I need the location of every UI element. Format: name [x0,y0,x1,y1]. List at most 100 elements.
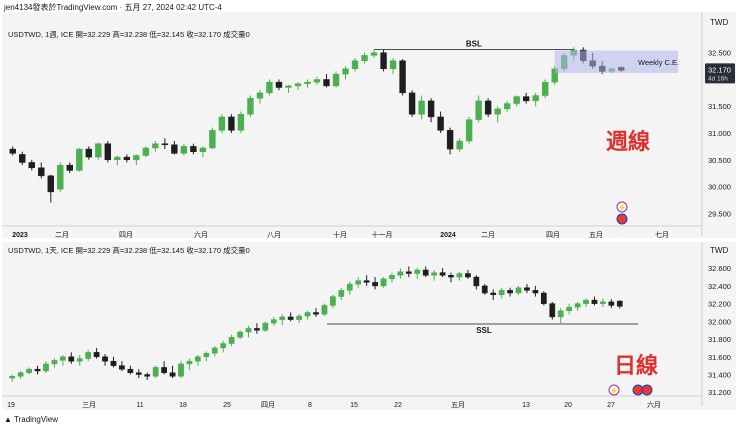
candle-body [465,119,473,142]
weekly-unit: TWD [710,18,729,27]
candle-body [498,290,505,296]
x-tick-label: 四月 [546,231,560,238]
x-tick-label: 19 [7,402,15,409]
candle-body [254,328,260,331]
candle-body [591,299,598,304]
bsl-label: BSL [466,39,482,48]
candle-body [427,100,435,118]
candle-body [57,164,64,190]
candle-body [380,278,387,287]
candle-body [228,337,235,344]
candle-body [557,310,564,318]
candle-body [127,368,134,373]
candle-body [524,287,530,291]
y-tick-label: 31.000 [708,129,731,138]
x-tick-label: 15 [350,402,358,409]
x-tick-label: 18 [179,402,187,409]
tradingview-text: TradingView [14,415,59,424]
lightning-glyph: ⚡ [618,203,627,212]
candle-body [313,79,321,83]
candle-body [85,352,92,359]
weekly-ce-box [554,50,678,74]
candle-body [180,146,188,154]
y-tick-label: 31.500 [708,102,731,111]
y-tick-label: 32.600 [708,264,731,273]
candle-body [490,292,497,296]
x-tick-label: 13 [522,402,530,409]
daily-panel[interactable]: 32.600 32.400 32.200 32.000 31.800 31.600 31.4… [2,242,736,410]
daily-unit: TWD [710,246,729,255]
candle-body [228,116,235,131]
candle-body [616,300,623,307]
candle-body [370,52,378,56]
candle-body [102,356,108,362]
candle-body [566,306,573,311]
y-tick-label: 31.800 [708,335,731,344]
x-tick-label: 二月 [481,231,495,238]
candle-body [397,271,404,276]
candle-body [245,328,252,333]
us-flag-event-icon [641,384,653,396]
candle-body [332,73,340,87]
x-tick-label: 20 [564,402,572,409]
candle-body [142,147,150,156]
candle-body [532,290,539,294]
candle-body [473,276,480,287]
weekly-info: USDTWD, 1週, ICE 開=32.229 高=32.238 低=32.1… [8,30,250,39]
x-tick-label: 27 [607,402,615,409]
daily-chart[interactable]: 32.600 32.400 32.200 32.000 31.800 31.600 31.4… [2,242,736,410]
y-tick-label: 29.500 [708,209,731,218]
candle-body [422,269,429,276]
y-tick-label: 32.500 [708,49,731,58]
candle-body [171,144,178,154]
weekly-panel[interactable]: 32.50032.00031.50031.00030.50030.00029.5… [2,12,736,238]
candle-body [66,164,73,171]
candle-body [437,116,444,131]
candle-body [178,363,184,377]
candle-body [28,162,35,169]
candle-body [220,343,227,349]
candle-body [19,154,26,163]
candle-body [85,148,93,158]
lightning-event-icon [608,384,620,396]
candle-body [114,156,121,161]
y-tick-label: 30.000 [708,183,731,192]
candle-body [465,273,471,278]
y-tick-label: 31.200 [708,388,731,397]
candle-body [110,360,117,366]
candle-body [203,352,210,358]
candle-body [446,130,454,150]
candle-body [600,301,606,304]
candle-body [17,372,24,377]
candle-body [59,356,66,361]
x-tick-label: 六月 [647,400,661,409]
chart-header: jen4134發表於TradingView.com · 五月 27, 2024 … [4,3,222,12]
candle-body [532,95,539,102]
candle-body [583,299,589,304]
x-tick-label: 四月 [119,231,133,238]
candle-body [275,81,283,88]
candle-body [186,360,193,365]
candle-body [161,143,169,146]
candle-body [439,272,446,276]
candle-body [76,358,83,362]
candle-body [9,376,16,379]
candle-body [104,143,112,161]
candle-body [194,356,201,362]
y-tick-label: 31.400 [708,371,731,380]
footer-brand: ▲ TradingView [4,415,58,424]
candle-body [313,312,319,315]
candle-body [321,305,328,315]
x-tick-label: 六月 [194,230,208,238]
x-tick-label: 8 [308,402,312,409]
candle-body [330,296,336,306]
candle-body [351,60,359,70]
weekly-chart[interactable]: 32.50032.00031.50031.00030.50030.00029.5… [2,12,736,238]
y-tick-label: 31.600 [708,353,731,362]
candle-body [34,368,41,372]
candle-body [494,108,501,115]
candle-body [405,271,412,274]
x-tick-label: 二月 [55,231,69,238]
candle-body [541,81,549,96]
x-tick-label: 2023 [12,232,28,238]
